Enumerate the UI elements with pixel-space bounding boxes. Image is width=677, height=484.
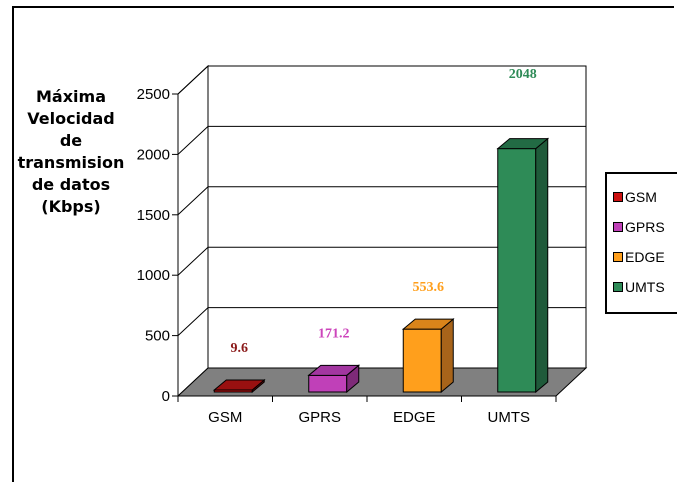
y-axis-label: Máxima Velocidad de transmision de datos… — [17, 87, 125, 216]
gridline — [177, 125, 586, 155]
bar-gprs — [308, 374, 348, 393]
data-label-umts: 2048 — [509, 67, 537, 82]
data-label-gprs: 171.2 — [318, 326, 350, 341]
data-label-gsm: 9.6 — [231, 341, 249, 356]
legend: GSM GPRS EDGE UMTS — [605, 172, 677, 314]
legend-swatch-gsm — [613, 192, 623, 202]
x-tick-label: EDGE — [393, 409, 436, 426]
gridline — [177, 186, 586, 216]
legend-swatch-gprs — [613, 222, 623, 232]
x-tick-label: GPRS — [298, 409, 341, 426]
legend-swatch-umts — [613, 282, 623, 292]
legend-swatch-edge — [613, 252, 623, 262]
gridline — [177, 307, 586, 336]
legend-item-gsm: GSM — [613, 182, 677, 212]
gridline — [177, 65, 586, 95]
data-label-edge: 553.6 — [413, 280, 445, 295]
y-tick-label: 1000 — [137, 267, 170, 284]
y-tick-label: 2000 — [137, 146, 170, 163]
x-tick-label: UMTS — [488, 409, 531, 426]
gridline — [177, 246, 586, 276]
legend-item-gprs: GPRS — [613, 212, 677, 242]
legend-item-umts: UMTS — [613, 272, 677, 302]
chart-border — [12, 6, 674, 482]
x-tick-label: GSM — [208, 409, 242, 426]
bar-top-gprs — [307, 364, 361, 376]
legend-item-edge: EDGE — [613, 242, 677, 272]
bar-top-gsm — [212, 379, 266, 391]
legend-label-edge: EDGE — [625, 249, 665, 265]
bar-top-umts — [496, 138, 550, 150]
legend-label-gsm: GSM — [625, 189, 657, 205]
bar-top-edge — [401, 318, 455, 330]
y-tick-label: 1500 — [137, 207, 170, 224]
side-wall — [177, 64, 209, 398]
y-tick-label: 0 — [162, 388, 170, 405]
bar-side-edge — [440, 318, 454, 394]
y-tick-label: 500 — [145, 328, 170, 345]
bar-umts — [497, 148, 537, 393]
bar-edge — [402, 328, 442, 393]
y-tick-label: 2500 — [137, 86, 170, 103]
bar-side-umts — [535, 137, 549, 394]
legend-label-umts: UMTS — [625, 279, 665, 295]
legend-label-gprs: GPRS — [625, 219, 665, 235]
